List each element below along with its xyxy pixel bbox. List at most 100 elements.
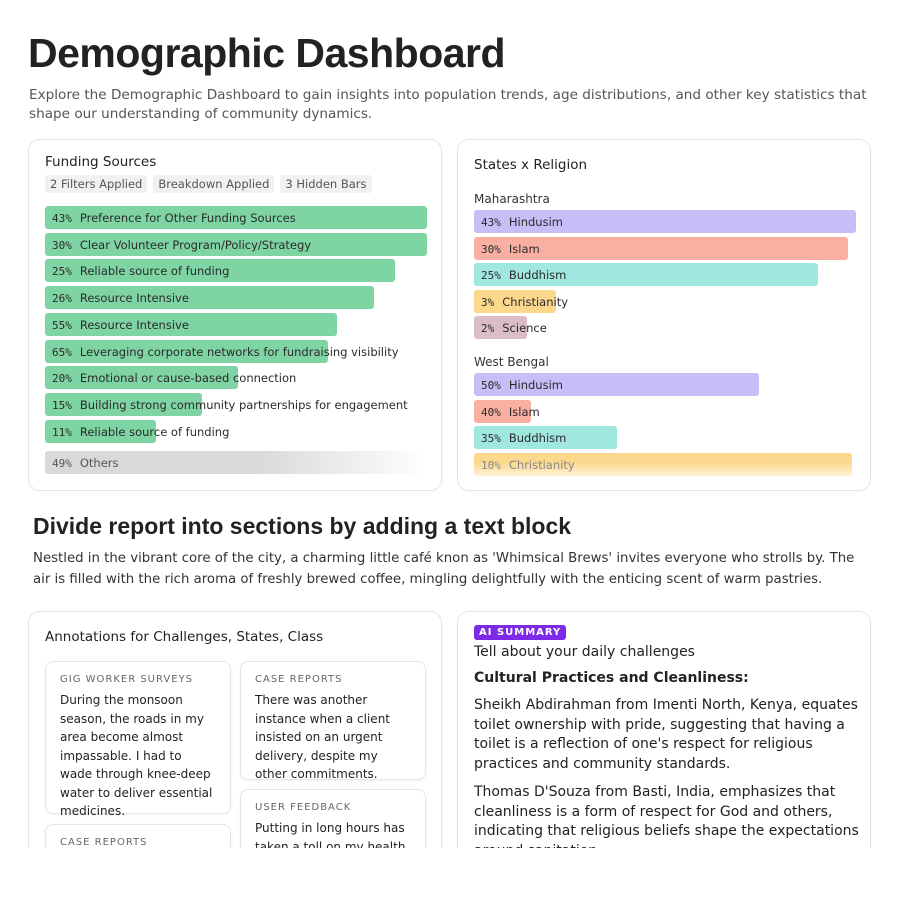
funding-sources-card[interactable]: Funding Sources 2 Filters Applied Breakd… [28,139,442,491]
religion-bar-label: 10% Christianity [481,458,575,472]
religion-bar-label: 30% Islam [481,242,540,256]
religion-bar-pct: 2% [481,322,495,336]
states-card-title: States x Religion [474,157,588,173]
filters-chip[interactable]: 2 Filters Applied [45,175,148,193]
religion-bar-pct: 43% [481,216,501,229]
annotation-note[interactable]: GIG WORKER SURVEYS During the monsoon se… [45,661,231,818]
funding-bar-label: 11% Reliable source of funding [52,425,229,439]
funding-bar-fill [45,419,156,443]
religion-bar-label: 43% Hindusim [481,215,563,229]
ai-paragraph: Thomas D'Souza from Basti, India, emphas… [474,784,859,859]
funding-bar-pct: 30% [52,238,72,252]
religion-bar-label: 40% Islam [481,405,540,419]
religion-bar-text: Christianity [508,457,575,472]
funding-bar[interactable]: 43% Preference for Other Funding Sources [45,206,427,229]
religion-bar-fill [474,263,818,287]
funding-bar-text: Resource Intensive [79,317,189,332]
religion-bar-fill [474,316,528,340]
section-body: Nestled in the vibrant core of the city,… [33,551,855,587]
note-type: USER FEEDBACK [255,802,352,813]
state-group-label: West Bengal [474,355,549,369]
funding-bar[interactable]: 26% Resource Intensive [45,286,427,310]
funding-card-title: Funding Sources [45,154,157,170]
note-type: GIG WORKER SURVEYS [60,674,194,685]
note-type: CASE REPORTS [255,674,343,685]
funding-bar[interactable]: 20% Emotional or cause-based connection [45,366,427,390]
funding-bar-label: 65% Leveraging corporate networks for fun… [52,345,399,359]
religion-bar-text: Islam [508,241,540,256]
note-text: During the monsoon season, the roads in … [60,693,213,818]
funding-bar[interactable]: 11% Reliable source of funding [45,419,427,443]
funding-bar-label: 30% Clear Volunteer Program/Policy/Strate… [52,238,311,252]
funding-bar-fill [45,232,427,256]
religion-bar-text: Christianity [502,294,569,309]
religion-bar[interactable]: 35% Buddhism [474,426,856,450]
funding-bar-text: Clear Volunteer Program/Policy/Strategy [79,237,312,252]
funding-bar-pct: 65% [52,345,72,359]
funding-bar-label: 26% Resource Intensive [52,291,189,305]
religion-bar-text: Science [502,321,547,336]
funding-bar[interactable]: 15% Building strong community partnership… [45,392,427,416]
funding-bar-label: 15% Building strong community partnership… [52,398,408,412]
funding-others-fill [45,451,427,474]
religion-bar[interactable]: 50% Hindusim [474,373,856,396]
funding-others-bar[interactable]: 49% Others [45,451,427,474]
section-heading: Divide report into sections by adding a … [33,513,572,539]
funding-bar-label: 25% Reliable source of funding [52,264,229,278]
funding-bar-text: Emotional or cause-based connection [79,371,297,386]
religion-bar[interactable]: 10% Christianity [474,452,856,476]
religion-bar-fill [474,426,618,450]
funding-bar-fill [45,286,374,310]
religion-bar-pct: 40% [481,405,501,419]
religion-bar-text: Hindusim [508,215,563,229]
page-bottom-fade [0,848,898,898]
religion-bar-text: Buddhism [508,268,567,283]
religion-bar[interactable]: 2% Science [474,316,856,340]
funding-bar-pct: 15% [52,398,72,412]
religion-bar-fill [474,289,557,313]
funding-bar-pct: 26% [52,292,72,306]
religion-bar-text: Islam [508,404,540,419]
breakdown-chip[interactable]: Breakdown Applied [153,175,275,193]
religion-bar-label: 2% Science [481,321,547,335]
religion-bar-pct: 35% [481,432,501,446]
annotation-note[interactable]: CASE REPORTS There was another instance … [240,661,426,781]
funding-bar[interactable]: 30% Clear Volunteer Program/Policy/Strate… [45,232,427,256]
hidden-bars-chip[interactable]: 3 Hidden Bars [280,175,372,193]
funding-bar[interactable]: 55% Resource Intensive [45,312,427,336]
religion-bar-label: 3% Christianity [481,295,568,309]
ai-paragraph: Sheikh Abdirahman from Imenti North, Ken… [474,697,858,772]
religion-bar[interactable]: 43% Hindusim [474,210,856,233]
funding-bar-label: 55% Resource Intensive [52,318,189,332]
funding-bar-text: Resource Intensive [79,291,189,306]
religion-bar[interactable]: 3% Christianity [474,289,856,313]
religion-bar-text: Hindusim [508,378,563,392]
funding-bar-text: Leveraging corporate networks for fundra… [79,344,399,359]
note-type: CASE REPORTS [60,837,148,848]
funding-bar-fill [45,206,427,229]
funding-bar[interactable]: 65% Leveraging corporate networks for fun… [45,339,427,363]
funding-bar-text: Reliable source of funding [79,424,230,439]
religion-bar-text: Buddhism [508,431,567,446]
ai-question: Tell about your daily challenges [474,644,695,660]
religion-bar-fill [474,373,759,396]
funding-bar-fill [45,366,238,390]
religion-bar-fill [474,399,532,423]
states-religion-card[interactable]: States x Religion Maharashtra 43% Hindusim… [457,139,871,491]
funding-bar-fill [45,312,338,336]
page-subtitle: Explore the Demographic Dashboard to gai… [29,87,867,122]
ai-summary-badge: AI SUMMARY [474,625,567,640]
religion-bar[interactable]: 40% Islam [474,399,856,423]
ai-heading: Cultural Practices and Cleanliness: [474,670,749,686]
religion-bar-pct: 3% [481,295,495,309]
religion-bar[interactable]: 25% Buddhism [474,263,856,287]
funding-bar-label: 43% Preference for Other Funding Sources [52,211,296,225]
religion-bar[interactable]: 30% Islam [474,236,856,260]
note-text: There was another instance when a client… [255,693,390,781]
funding-bar[interactable]: 25% Reliable source of funding [45,259,427,283]
funding-bar-fill [45,392,202,416]
funding-bar-label: 20% Emotional or cause-based connection [52,371,296,385]
religion-bar-fill [474,236,849,260]
annotations-card-title: Annotations for Challenges, States, Clas… [45,629,324,645]
funding-bar-pct: 43% [52,212,72,225]
